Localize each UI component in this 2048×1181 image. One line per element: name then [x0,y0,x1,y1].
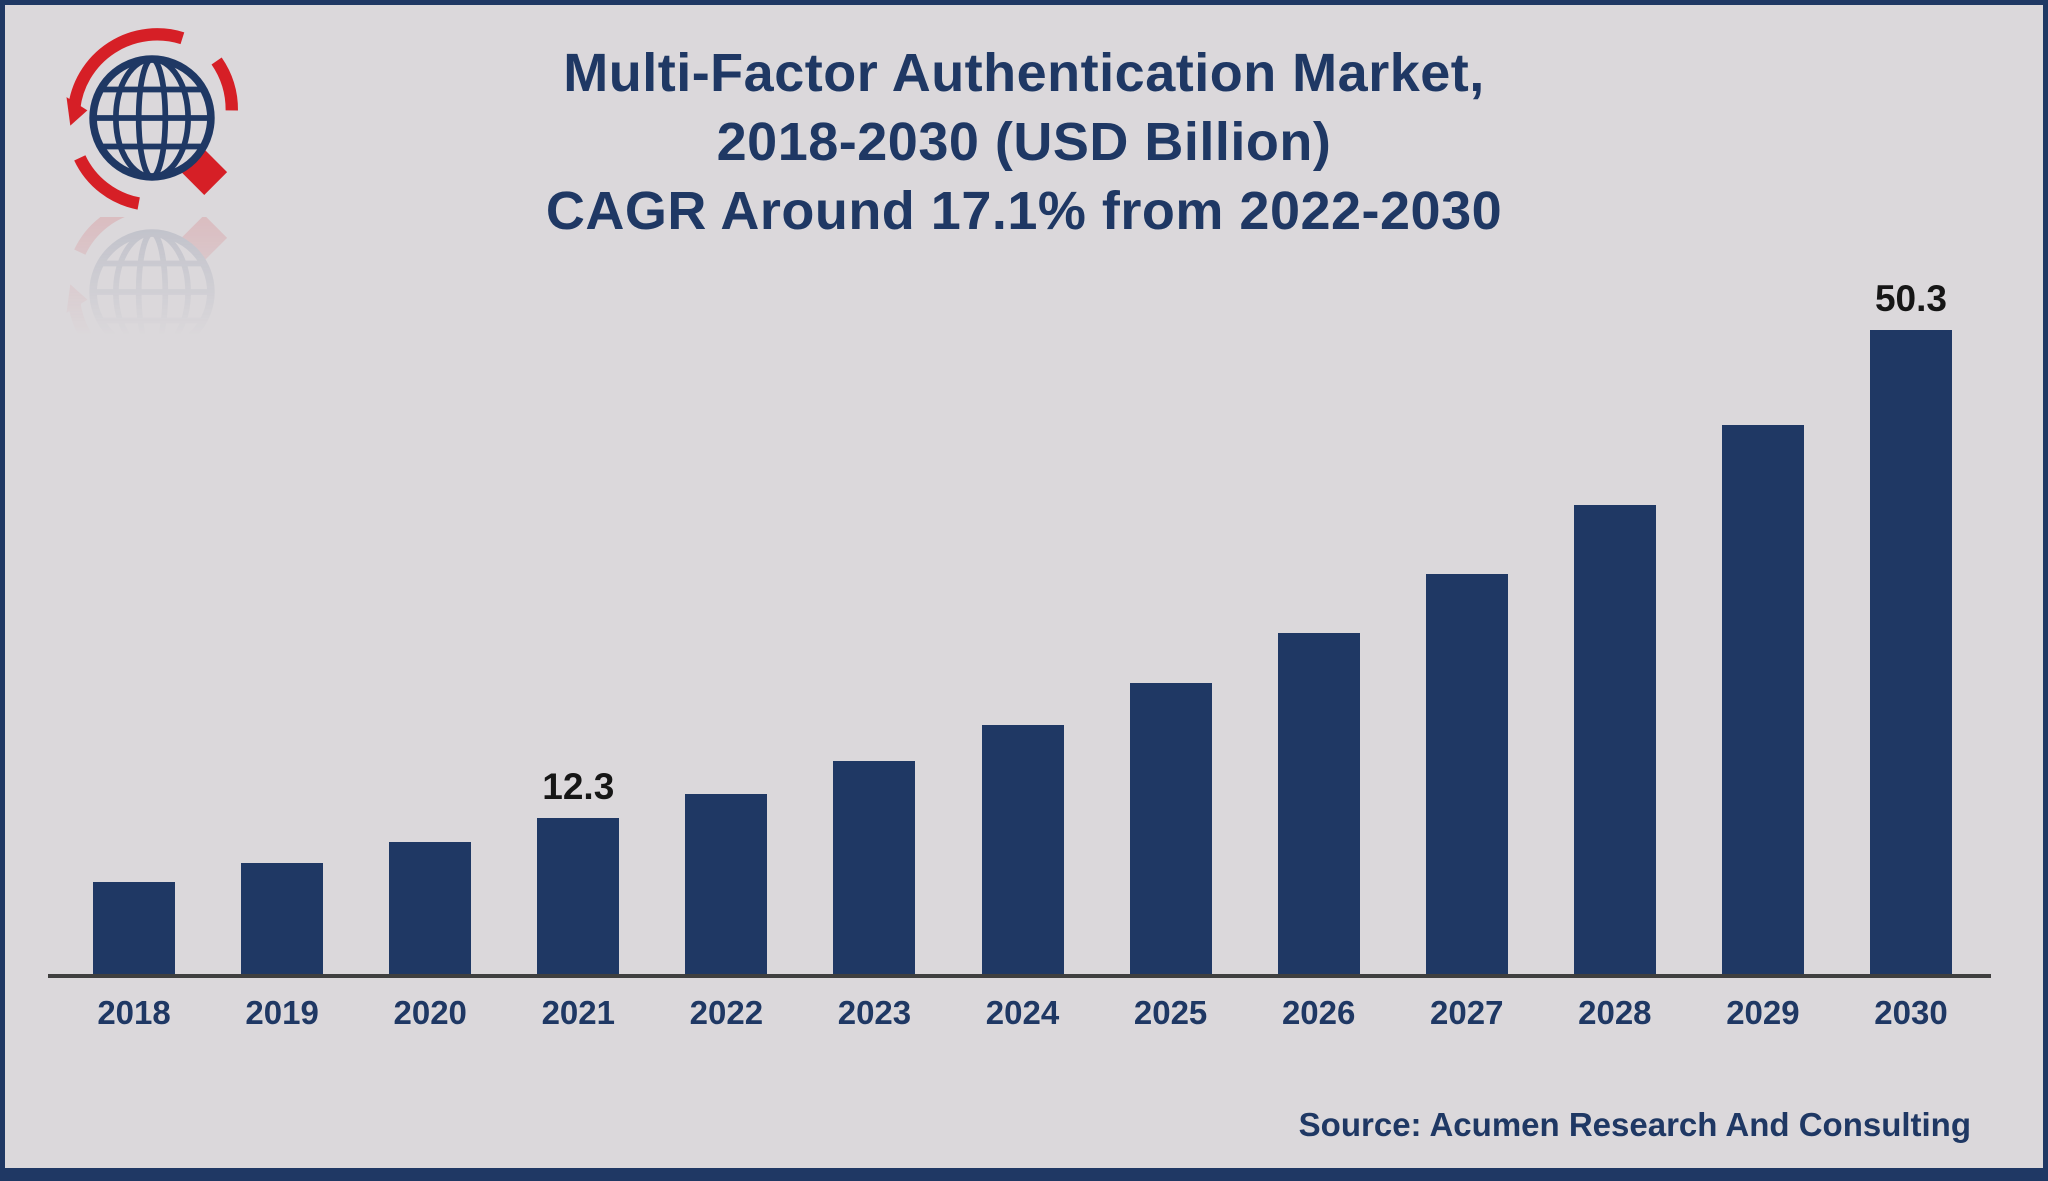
x-axis-line [48,974,1991,978]
x-tick-label-2024: 2024 [985,994,1060,1031]
bar-slot-2026: 2026 [1245,248,1393,1031]
bar-2022 [685,794,768,976]
x-tick-label-2018: 2018 [97,994,171,1031]
bar-2026 [1277,633,1360,976]
x-tick-label-2026: 2026 [1281,994,1356,1031]
bar-2024 [981,725,1064,976]
bar-slot-2030: 50.3 2030 [1837,248,1985,1031]
x-tick-label-2029: 2029 [1726,994,1800,1031]
bar-2023 [833,761,916,976]
bar-2019 [241,863,324,976]
title-line-3: CAGR Around 17.1% from 2022-2030 [545,181,1503,242]
acumen-logo [57,23,247,367]
bar-slot-2025: 2025 [1097,248,1245,1031]
x-tick-label-2027: 2027 [1430,994,1504,1031]
bar-value-label: 50.3 [1874,278,1947,319]
bar-2021 [537,818,620,976]
x-tick-label-2019: 2019 [245,994,319,1031]
x-tick-label-2021: 2021 [541,994,615,1031]
bar-2028 [1573,505,1656,976]
bar-2018 [93,882,176,976]
bar-slot-2029: 2029 [1689,248,1837,1031]
x-tick-label-2023: 2023 [837,994,912,1031]
title-line-1: Multi-Factor Authentication Market, [563,43,1485,103]
globe-logo-icon [66,28,238,210]
logo-reflection [57,217,247,367]
bar-2020 [389,842,472,976]
x-tick-label-2020: 2020 [393,994,467,1031]
x-tick-label-2030: 2030 [1874,994,1948,1031]
bar-slot-2018: 2018 [60,248,208,1031]
bar-slot-2019: 2019 [208,248,356,1031]
bar-value-label: 12.3 [542,766,615,807]
bar-chart: 2018 2019 2020 12.3 2021 2022 2023 2024 2025 2026… [48,278,1991,1031]
bar-slot-2022: 2022 [652,248,800,1031]
bar-slot-2021: 12.3 2021 [504,248,652,1031]
bar-slot-2020: 2020 [356,248,504,1031]
title-line-2: 2018-2030 (USD Billion) [716,112,1332,173]
plot-area: 2018 2019 2020 12.3 2021 2022 2023 2024 2025 2026… [60,248,1985,1031]
bar-2025 [1129,683,1212,976]
chart-title: Multi-Factor Authentication Market, 2018… [5,39,2043,246]
x-tick-label-2025: 2025 [1133,994,1208,1031]
bar-slot-2024: 2024 [948,248,1096,1031]
x-tick-label-2022: 2022 [689,994,764,1031]
bar-slot-2028: 2028 [1541,248,1689,1031]
bar-2030 [1869,330,1952,976]
source-attribution: Source: Acumen Research And Consulting [1298,1106,1971,1143]
bar-slot-2027: 2027 [1393,248,1541,1031]
bar-2029 [1721,425,1804,976]
bar-2027 [1425,574,1508,976]
x-tick-label-2028: 2028 [1578,994,1652,1031]
bar-slot-2023: 2023 [800,248,948,1031]
